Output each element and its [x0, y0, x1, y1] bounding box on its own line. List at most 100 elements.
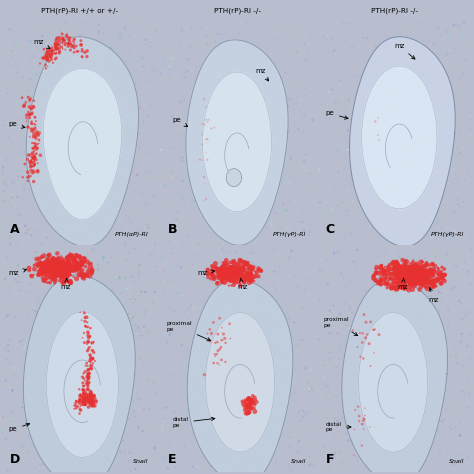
Point	[422, 266, 430, 274]
Point	[27, 162, 35, 170]
Point	[179, 20, 186, 27]
Point	[292, 21, 299, 28]
Point	[191, 305, 198, 312]
Point	[243, 72, 251, 80]
Point	[426, 267, 433, 275]
Point	[356, 209, 363, 217]
Point	[219, 265, 226, 273]
Point	[55, 263, 63, 270]
Point	[371, 271, 379, 278]
Point	[76, 374, 83, 382]
Point	[274, 341, 282, 349]
Point	[411, 267, 419, 275]
Polygon shape	[46, 312, 118, 457]
Point	[292, 219, 300, 226]
Point	[442, 271, 449, 279]
Point	[397, 275, 404, 283]
Point	[62, 146, 69, 154]
Point	[210, 65, 218, 73]
Point	[217, 355, 224, 362]
Point	[89, 402, 96, 410]
Point	[5, 347, 12, 355]
Point	[224, 157, 231, 165]
Point	[87, 397, 94, 404]
Point	[228, 269, 236, 276]
Point	[222, 261, 230, 268]
Point	[412, 272, 420, 280]
Point	[86, 447, 94, 455]
Point	[410, 279, 418, 287]
Point	[440, 164, 448, 172]
Point	[243, 384, 251, 392]
Point	[331, 268, 338, 276]
Point	[9, 344, 17, 352]
Point	[371, 419, 378, 426]
Point	[135, 176, 142, 184]
Point	[276, 263, 284, 271]
Point	[439, 320, 447, 328]
Point	[237, 226, 245, 234]
Point	[188, 402, 195, 410]
Point	[221, 266, 229, 273]
Point	[162, 353, 169, 361]
Point	[286, 433, 293, 441]
Point	[425, 320, 433, 328]
Point	[429, 409, 437, 417]
Point	[46, 251, 53, 259]
Point	[301, 111, 308, 118]
Point	[342, 245, 349, 253]
Point	[422, 123, 430, 130]
Point	[254, 417, 262, 424]
Point	[426, 278, 433, 285]
Point	[405, 269, 413, 276]
Point	[374, 131, 382, 139]
Point	[296, 417, 304, 424]
Point	[65, 257, 73, 264]
Point	[216, 56, 224, 64]
Point	[375, 227, 383, 235]
Point	[392, 262, 399, 270]
Point	[427, 286, 435, 294]
Point	[395, 274, 402, 282]
Point	[299, 20, 307, 28]
Point	[352, 109, 360, 116]
Point	[270, 98, 277, 105]
Point	[162, 404, 170, 411]
Point	[78, 46, 86, 53]
Point	[79, 258, 86, 265]
Point	[96, 81, 103, 88]
Point	[436, 277, 443, 284]
Point	[185, 166, 193, 174]
Point	[59, 264, 66, 271]
Point	[246, 401, 253, 408]
Point	[180, 128, 187, 136]
Point	[417, 264, 424, 272]
Point	[228, 237, 236, 245]
Point	[296, 429, 304, 437]
Point	[73, 398, 80, 405]
Point	[224, 269, 231, 276]
Point	[434, 456, 442, 463]
Point	[79, 454, 87, 462]
Point	[210, 359, 218, 367]
Point	[414, 269, 421, 277]
Point	[54, 106, 62, 113]
Point	[203, 118, 211, 126]
Point	[210, 273, 218, 281]
Point	[411, 263, 419, 270]
Point	[66, 268, 73, 275]
Point	[40, 252, 48, 260]
Point	[90, 102, 98, 110]
Point	[210, 124, 218, 131]
Point	[450, 166, 458, 173]
Point	[25, 410, 32, 418]
Point	[454, 196, 461, 204]
Point	[377, 264, 385, 271]
Point	[225, 270, 232, 277]
Point	[381, 419, 388, 427]
Point	[183, 199, 191, 206]
Point	[405, 271, 413, 278]
Point	[62, 272, 70, 280]
Point	[415, 269, 422, 277]
Point	[423, 285, 431, 292]
